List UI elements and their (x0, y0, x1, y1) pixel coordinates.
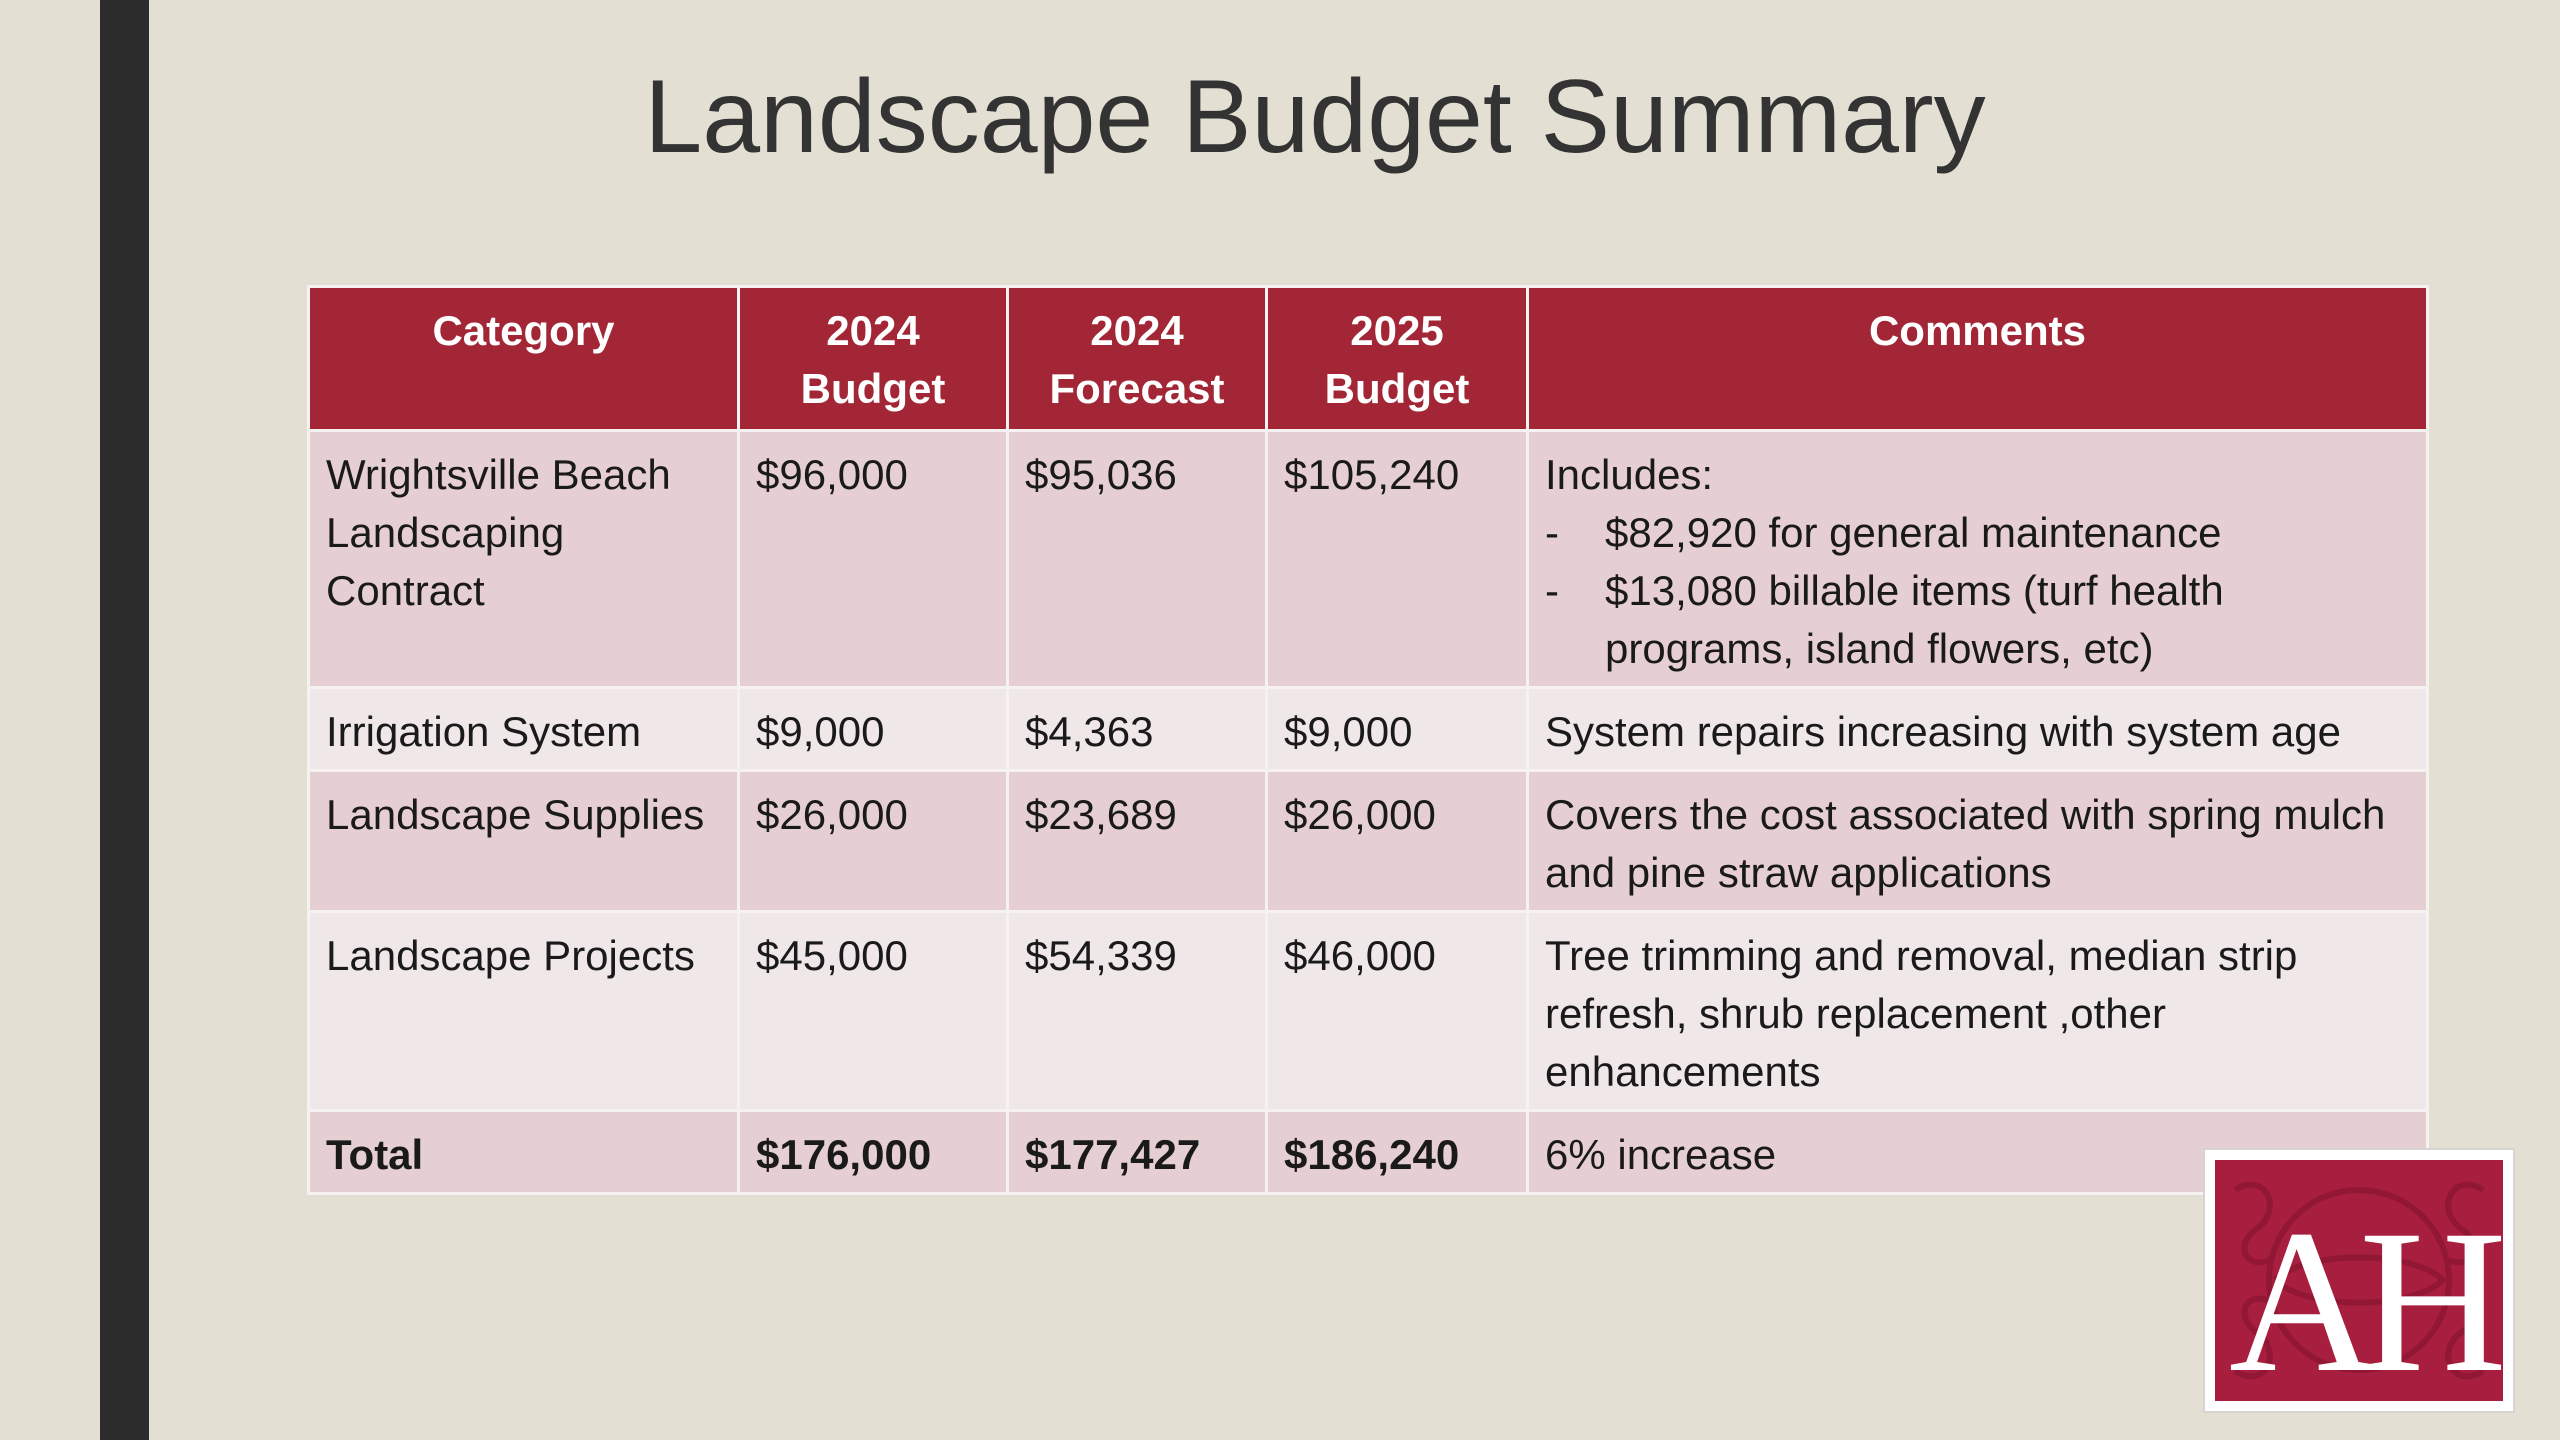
comment-list: - $82,920 for general maintenance - $13,… (1545, 504, 2410, 678)
table-total-row: Total $176,000 $177,427 $186,240 6% incr… (307, 1109, 2429, 1195)
ah-monogram-icon: AH (2215, 1160, 2503, 1401)
cell-budget-2024: $45,000 (737, 910, 1009, 1112)
header-2025-budget: 2025 Budget (1265, 285, 1529, 432)
cell-forecast-2024: $95,036 (1006, 429, 1268, 689)
header-line: 2024 (1090, 307, 1184, 354)
logo-letters: AH (2229, 1188, 2502, 1401)
budget-table: Category 2024 Budget 2024 Forecast 2025 … (307, 285, 2429, 1195)
list-item-text: $82,920 for general maintenance (1605, 509, 2222, 556)
slide-title: Landscape Budget Summary (644, 59, 1986, 175)
cell-budget-2024: $9,000 (737, 686, 1009, 772)
header-category: Category (307, 285, 740, 432)
header-line: Forecast (1049, 365, 1225, 412)
header-line: Category (432, 307, 615, 354)
cell-forecast-2024: $54,339 (1006, 910, 1268, 1112)
cell-forecast-2024: $4,363 (1006, 686, 1268, 772)
dash-bullet: - (1545, 567, 1559, 614)
cell-comments: Includes: - $82,920 for general maintena… (1526, 429, 2429, 689)
cell-total-label: Total (307, 1109, 740, 1195)
list-item: - $82,920 for general maintenance (1545, 504, 2410, 562)
table-row: Landscape Supplies $26,000 $23,689 $26,0… (307, 769, 2429, 913)
table-row: Landscape Projects $45,000 $54,339 $46,0… (307, 910, 2429, 1112)
table-row: Irrigation System $9,000 $4,363 $9,000 S… (307, 686, 2429, 772)
cell-comments: Covers the cost associated with spring m… (1526, 769, 2429, 913)
cell-forecast-2024: $23,689 (1006, 769, 1268, 913)
cell-category: Irrigation System (307, 686, 740, 772)
header-line: 2024 (826, 307, 920, 354)
cell-comments: Tree trimming and removal, median strip … (1526, 910, 2429, 1112)
company-logo: AH (2203, 1148, 2515, 1413)
left-accent-bar (100, 0, 149, 1440)
header-line: Comments (1868, 307, 2087, 354)
cell-comments: System repairs increasing with system ag… (1526, 686, 2429, 772)
table-row: Wrightsville Beach Landscaping Contract … (307, 429, 2429, 689)
header-line: Budget (800, 365, 946, 412)
header-line: 2025 (1350, 307, 1444, 354)
dash-bullet: - (1545, 509, 1559, 556)
cell-budget-2025: $105,240 (1265, 429, 1529, 689)
table-header-row: Category 2024 Budget 2024 Forecast 2025 … (307, 285, 2429, 432)
cell-category: Wrightsville Beach Landscaping Contract (307, 429, 740, 689)
header-2024-forecast: 2024 Forecast (1006, 285, 1268, 432)
comment-intro: Includes: (1545, 451, 1714, 498)
cell-budget-2025: $9,000 (1265, 686, 1529, 772)
header-comments: Comments (1526, 285, 2429, 432)
header-2024-budget: 2024 Budget (737, 285, 1009, 432)
header-line: Budget (1324, 365, 1470, 412)
cell-budget-2025: $26,000 (1265, 769, 1529, 913)
cell-total-budget-2024: $176,000 (737, 1109, 1009, 1195)
cell-total-forecast-2024: $177,427 (1006, 1109, 1268, 1195)
list-item-text: $13,080 billable items (turf health prog… (1605, 567, 2224, 672)
cell-budget-2024: $96,000 (737, 429, 1009, 689)
cell-budget-2024: $26,000 (737, 769, 1009, 913)
cell-total-budget-2025: $186,240 (1265, 1109, 1529, 1195)
cell-budget-2025: $46,000 (1265, 910, 1529, 1112)
cell-category: Landscape Projects (307, 910, 740, 1112)
cell-category: Landscape Supplies (307, 769, 740, 913)
list-item: - $13,080 billable items (turf health pr… (1545, 562, 2410, 678)
